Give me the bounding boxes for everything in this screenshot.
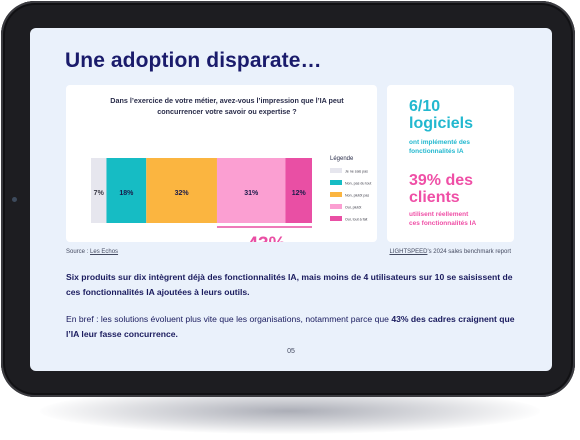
chart-title: Dans l’exercice de votre métier, avez-vo… bbox=[110, 96, 344, 116]
conclusion-highlight: 43% des cadres craignent que l’IA leur f… bbox=[66, 314, 515, 340]
stat-software-value-line1: 6/10 bbox=[409, 98, 441, 115]
stats-card: 6/10 logiciels ont implémenté des foncti… bbox=[387, 85, 514, 242]
bar-label-2: 18% bbox=[119, 190, 134, 197]
bar-segment-1 bbox=[91, 158, 107, 223]
slide-screen: Une adoption disparate… Dans l’exercice … bbox=[30, 28, 552, 371]
stat-clients-caption-line2: ces fonctionnalités IA bbox=[409, 219, 477, 227]
stat-software-value-line2: logiciels bbox=[409, 114, 474, 132]
stat-clients-value-line2: clients bbox=[409, 188, 460, 206]
credit-brand: LIGHTSPEED bbox=[389, 249, 428, 255]
legend-swatch-1 bbox=[330, 168, 342, 173]
bar-segment-4 bbox=[216, 158, 286, 223]
conclusion-text: En bref : les solutions évoluent plus vi… bbox=[66, 314, 392, 324]
stat-clients-caption: utilisent réellement ces fonctionnalités… bbox=[409, 211, 476, 229]
bar-label-3: 32% bbox=[175, 190, 190, 197]
bar-segment-2 bbox=[106, 158, 147, 223]
legend-label-4: Oui, plutôt bbox=[345, 205, 361, 209]
summary-paragraph: Six produits sur dix intègrent déjà des … bbox=[66, 272, 513, 298]
legend-title: Légende bbox=[330, 156, 354, 162]
source-note: Source : Les Echos bbox=[66, 249, 118, 255]
bar-segment-3 bbox=[146, 158, 217, 223]
slide-title: Une adoption disparate… bbox=[65, 49, 322, 72]
bar-label-5: 12% bbox=[292, 190, 307, 197]
credit-note: LIGHTSPEED's 2024 sales benchmark report bbox=[389, 249, 511, 255]
conclusion-paragraph: En bref : les solutions évoluent plus vi… bbox=[66, 312, 516, 342]
legend-swatch-5 bbox=[330, 216, 342, 221]
annotation-value: 43% bbox=[247, 234, 285, 242]
stat-clients-value: 39% des clients bbox=[409, 172, 509, 206]
front-camera bbox=[12, 197, 17, 202]
legend-label-1: Je ne sais pas bbox=[345, 169, 368, 173]
legend-swatch-3 bbox=[330, 192, 342, 197]
chart-card: Dans l’exercice de votre métier, avez-vo… bbox=[66, 85, 377, 242]
stat-software-caption: ont implémenté des fonctionnalités IA bbox=[409, 139, 470, 157]
bar-label-1: 7% bbox=[94, 190, 105, 197]
page-number: 05 bbox=[287, 348, 295, 355]
stat-software-value: 6/10 logiciels bbox=[409, 98, 474, 132]
stat-clients-caption-line1: utilisent réellement bbox=[409, 211, 469, 218]
legend-label-3: Non, plutôt pas bbox=[345, 193, 369, 197]
stat-clients-value-line1: 39% des bbox=[409, 172, 474, 189]
legend-label-2: Non, pas du tout bbox=[345, 181, 371, 185]
legend-swatch-4 bbox=[330, 204, 342, 209]
stat-software-caption-line2: fonctionnalités IA bbox=[409, 147, 464, 155]
stat-software-caption-line1: ont implémenté des bbox=[409, 139, 471, 146]
legend-swatch-2 bbox=[330, 180, 342, 185]
credit-text: 's 2024 sales benchmark report bbox=[427, 249, 511, 255]
source-prefix: Source : bbox=[66, 249, 91, 255]
bar-label-4: 31% bbox=[244, 190, 259, 197]
source-link[interactable]: Les Echos bbox=[90, 249, 119, 255]
bar-segment-5 bbox=[285, 158, 312, 223]
legend-label-5: Oui, tout à fait bbox=[345, 217, 367, 221]
tablet-device: Une adoption disparate… Dans l’exercice … bbox=[1, 1, 575, 397]
